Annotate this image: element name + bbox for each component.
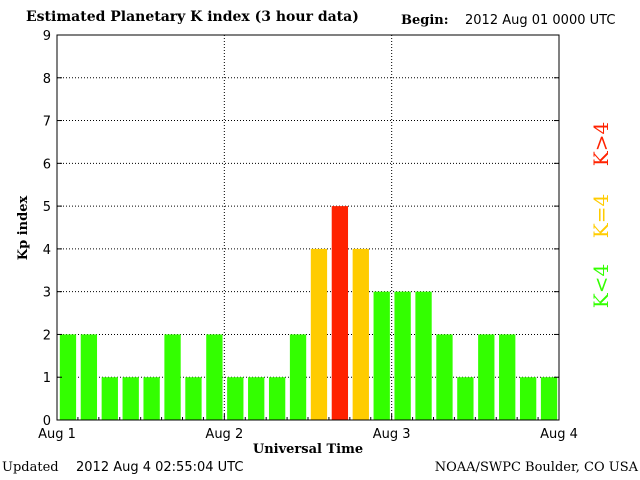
grid — [57, 35, 559, 420]
kp-bar — [310, 248, 328, 420]
x-tick-label: Aug 4 — [540, 427, 578, 442]
kp-bar — [268, 377, 286, 420]
begin-value: 2012 Aug 01 0000 UTC — [465, 13, 616, 28]
updated-label: Updated — [2, 460, 59, 475]
kp-bar — [59, 334, 77, 420]
kp-bar — [436, 334, 453, 420]
bars — [59, 206, 558, 420]
y-tick-label: 0 — [43, 414, 51, 429]
kp-bar — [164, 334, 181, 420]
kp-bar — [122, 377, 139, 420]
x-tick-label: Aug 1 — [38, 427, 76, 442]
kp-bar — [80, 334, 98, 420]
y-tick-label: 8 — [43, 72, 51, 87]
x-tick-label: Aug 3 — [373, 427, 411, 442]
x-tick-label: Aug 2 — [205, 427, 243, 442]
kp-bar — [227, 377, 244, 420]
y-tick-label: 6 — [43, 157, 51, 172]
kp-bar — [248, 377, 265, 420]
kp-bar — [143, 377, 160, 420]
y-tick-label: 9 — [43, 29, 51, 44]
x-ticks: Aug 1 Aug 2 Aug 3 Aug 4 — [38, 414, 578, 442]
y-tick-label: 4 — [43, 243, 51, 258]
kp-bar — [415, 291, 432, 420]
kp-bar — [457, 377, 474, 420]
kp-bar — [101, 377, 118, 420]
kp-bar — [519, 377, 537, 420]
y-axis-title: Kp index — [16, 196, 31, 261]
kp-bar — [394, 291, 411, 420]
kp-bar — [373, 291, 390, 420]
kp-bar — [478, 334, 495, 420]
credit-text: NOAA/SWPC Boulder, CO USA — [434, 460, 638, 475]
updated-timestamp: 2012 Aug 4 02:55:04 UTC — [76, 460, 244, 475]
kp-bar — [352, 248, 369, 420]
kp-bar — [540, 377, 558, 420]
legend: K<4 K=4 K>4 — [589, 122, 613, 308]
kp-bar — [331, 206, 349, 420]
x-axis-title: Universal Time — [253, 442, 363, 457]
y-ticks: 0 1 2 3 4 5 6 7 8 9 — [43, 29, 559, 429]
kp-bar — [499, 334, 516, 420]
kp-bar — [206, 334, 223, 420]
legend-entry: K>4 — [589, 122, 613, 166]
kp-bar — [185, 377, 202, 420]
chart-title: Estimated Planetary K index (3 hour data… — [26, 9, 359, 25]
legend-entry: K=4 — [589, 194, 613, 238]
legend-entry: K<4 — [589, 264, 613, 308]
kp-bar — [289, 334, 307, 420]
begin-label: Begin: — [401, 13, 449, 28]
y-tick-label: 2 — [43, 328, 51, 343]
y-tick-label: 5 — [43, 200, 51, 215]
y-tick-label: 3 — [43, 286, 51, 301]
y-tick-label: 1 — [43, 371, 51, 386]
y-tick-label: 7 — [43, 115, 51, 130]
